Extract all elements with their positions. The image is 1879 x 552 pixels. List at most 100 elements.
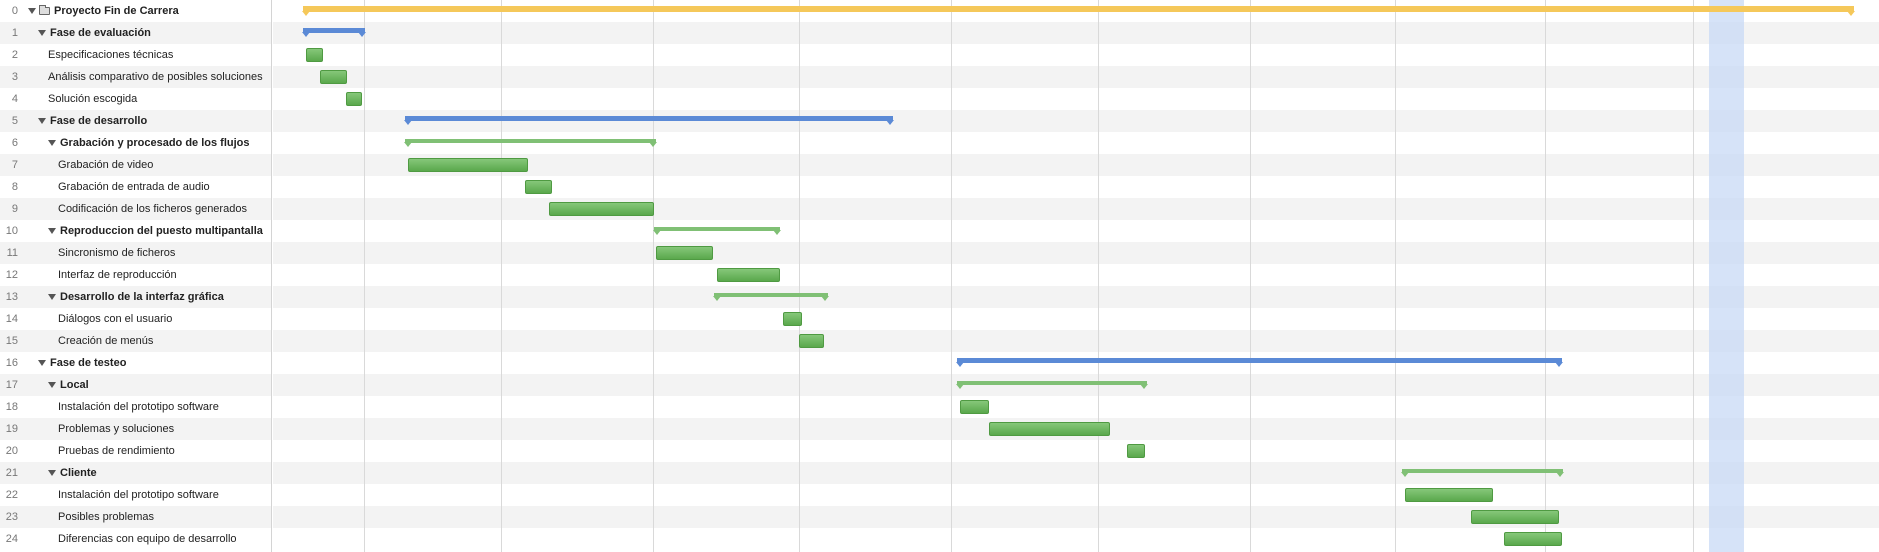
task-row[interactable]: 16 Fase de testeo	[0, 352, 271, 374]
task-name: Instalación del prototipo software	[58, 401, 219, 413]
task-name: Análisis comparativo de posibles solucio…	[48, 71, 263, 83]
timeline-row	[273, 264, 1879, 286]
timeline-row	[273, 374, 1879, 396]
period-gridline	[1394, 0, 1396, 552]
task-row[interactable]: 20 Pruebas de rendimiento	[0, 440, 271, 462]
task-row[interactable]: 6 Grabación y procesado de los flujos	[0, 132, 271, 154]
timeline-row	[273, 484, 1879, 506]
row-number: 7	[11, 159, 18, 171]
triangle-down-icon[interactable]	[48, 228, 56, 234]
task-bar[interactable]	[524, 180, 553, 194]
group-summary-bar[interactable]	[712, 293, 829, 301]
timeline-row	[273, 22, 1879, 44]
timeline-row	[273, 528, 1879, 550]
timeline-row	[273, 462, 1879, 484]
period-gridline	[950, 0, 952, 552]
timeline-row	[273, 440, 1879, 462]
period-gridline	[1250, 0, 1252, 552]
triangle-down-icon[interactable]	[28, 8, 36, 14]
task-bar[interactable]	[1470, 510, 1559, 524]
timeline-row	[273, 286, 1879, 308]
task-row[interactable]: 14 Diálogos con el usuario	[0, 308, 271, 330]
row-number: 18	[5, 401, 18, 413]
row-number: 12	[5, 269, 18, 281]
task-name: Problemas y soluciones	[58, 423, 175, 435]
period-gridline	[1098, 0, 1100, 552]
task-row[interactable]: 19 Problemas y soluciones	[0, 418, 271, 440]
task-row[interactable]: 18 Instalación del prototipo software	[0, 396, 271, 418]
task-bar[interactable]	[1127, 444, 1146, 458]
task-row[interactable]: 8 Grabación de entrada de audio	[0, 176, 271, 198]
triangle-down-icon[interactable]	[48, 294, 56, 300]
task-row[interactable]: 12 Interfaz de reproducción	[0, 264, 271, 286]
phase-summary-bar[interactable]	[955, 358, 1563, 367]
timeline-row	[273, 506, 1879, 528]
task-bar[interactable]	[345, 92, 363, 106]
task-name: Creación de menús	[58, 335, 154, 347]
phase-summary-bar[interactable]	[403, 116, 894, 125]
row-number: 9	[11, 203, 18, 215]
task-row[interactable]: 0 Proyecto Fin de Carrera	[0, 0, 271, 22]
task-name: Codificación de los ficheros generados	[58, 203, 247, 215]
timeline-row	[273, 88, 1879, 110]
triangle-down-icon[interactable]	[48, 382, 56, 388]
row-number: 16	[5, 357, 18, 369]
row-number: 3	[11, 71, 18, 83]
triangle-down-icon[interactable]	[38, 30, 46, 36]
task-row[interactable]: 23 Posibles problemas	[0, 506, 271, 528]
triangle-down-icon[interactable]	[38, 360, 46, 366]
period-gridline	[1545, 0, 1547, 552]
task-bar[interactable]	[655, 246, 714, 260]
task-row[interactable]: 17 Local	[0, 374, 271, 396]
task-bar[interactable]	[1405, 488, 1494, 502]
task-bar[interactable]	[1504, 532, 1562, 546]
row-number: 24	[5, 533, 18, 545]
task-bar[interactable]	[783, 312, 802, 326]
task-row[interactable]: 7 Grabación de video	[0, 154, 271, 176]
task-row[interactable]: 9 Codificación de los ficheros generados	[0, 198, 271, 220]
task-name: Diálogos con el usuario	[58, 313, 173, 325]
task-name: Especificaciones técnicas	[48, 49, 174, 61]
task-bar[interactable]	[407, 158, 529, 172]
task-bar[interactable]	[798, 334, 825, 348]
task-row[interactable]: 4 Solución escogida	[0, 88, 271, 110]
task-name: Fase de evaluación	[50, 27, 151, 39]
group-summary-bar[interactable]	[1401, 469, 1565, 477]
task-bar[interactable]	[549, 202, 655, 216]
task-bar[interactable]	[959, 400, 989, 414]
task-row[interactable]: 2 Especificaciones técnicas	[0, 44, 271, 66]
group-summary-bar[interactable]	[403, 139, 657, 147]
triangle-down-icon[interactable]	[38, 118, 46, 124]
task-name: Grabación de video	[58, 159, 154, 171]
task-row[interactable]: 5 Fase de desarrollo	[0, 110, 271, 132]
timeline-row	[273, 132, 1879, 154]
task-row[interactable]: 21 Cliente	[0, 462, 271, 484]
task-name: Cliente	[60, 467, 97, 479]
task-row[interactable]: 10 Reproduccion del puesto multipantalla	[0, 220, 271, 242]
row-number: 23	[5, 511, 18, 523]
task-name: Proyecto Fin de Carrera	[54, 5, 179, 17]
task-row[interactable]: 22 Instalación del prototipo software	[0, 484, 271, 506]
timeline-row	[273, 44, 1879, 66]
triangle-down-icon[interactable]	[48, 470, 56, 476]
group-summary-bar[interactable]	[955, 381, 1148, 389]
phase-summary-bar[interactable]	[301, 28, 367, 37]
today-highlight	[1709, 0, 1745, 552]
timeline-row	[273, 220, 1879, 242]
task-row[interactable]: 13 Desarrollo de la interfaz gráfica	[0, 286, 271, 308]
task-bar[interactable]	[306, 48, 323, 62]
task-row[interactable]: 15 Creación de menús	[0, 330, 271, 352]
task-bar[interactable]	[716, 268, 781, 282]
task-bar[interactable]	[319, 70, 348, 84]
task-row[interactable]: 3 Análisis comparativo de posibles soluci…	[0, 66, 271, 88]
task-name: Fase de desarrollo	[50, 115, 148, 127]
group-summary-bar[interactable]	[653, 227, 782, 235]
task-row[interactable]: 11 Sincronismo de ficheros	[0, 242, 271, 264]
triangle-down-icon[interactable]	[48, 140, 56, 146]
task-bar[interactable]	[988, 422, 1111, 436]
project-summary-bar[interactable]	[302, 6, 1855, 16]
task-row[interactable]: 1 Fase de evaluación	[0, 22, 271, 44]
row-number: 15	[5, 335, 18, 347]
task-row[interactable]: 24 Diferencias con equipo de desarrollo	[0, 528, 271, 550]
